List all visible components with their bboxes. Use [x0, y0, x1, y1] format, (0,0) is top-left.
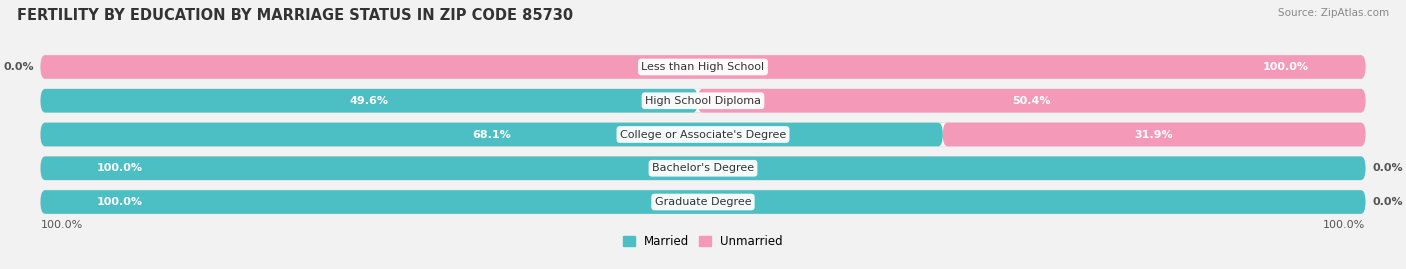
FancyBboxPatch shape: [41, 89, 1365, 112]
FancyBboxPatch shape: [41, 123, 1365, 146]
FancyBboxPatch shape: [697, 89, 1365, 112]
Text: Graduate Degree: Graduate Degree: [655, 197, 751, 207]
Text: College or Associate's Degree: College or Associate's Degree: [620, 129, 786, 140]
FancyBboxPatch shape: [41, 190, 1365, 214]
Text: 100.0%: 100.0%: [1323, 220, 1365, 229]
FancyBboxPatch shape: [41, 123, 943, 146]
Text: 100.0%: 100.0%: [97, 197, 143, 207]
FancyBboxPatch shape: [41, 157, 1365, 180]
FancyBboxPatch shape: [41, 190, 1365, 214]
Text: 0.0%: 0.0%: [1372, 197, 1403, 207]
Text: 100.0%: 100.0%: [97, 163, 143, 173]
FancyBboxPatch shape: [41, 157, 1365, 180]
Text: 100.0%: 100.0%: [1263, 62, 1309, 72]
Text: 49.6%: 49.6%: [350, 96, 388, 106]
Text: 0.0%: 0.0%: [1372, 163, 1403, 173]
Text: 50.4%: 50.4%: [1012, 96, 1050, 106]
FancyBboxPatch shape: [41, 55, 1365, 79]
Legend: Married, Unmarried: Married, Unmarried: [619, 230, 787, 253]
Text: Less than High School: Less than High School: [641, 62, 765, 72]
Text: Bachelor's Degree: Bachelor's Degree: [652, 163, 754, 173]
Text: FERTILITY BY EDUCATION BY MARRIAGE STATUS IN ZIP CODE 85730: FERTILITY BY EDUCATION BY MARRIAGE STATU…: [17, 8, 574, 23]
FancyBboxPatch shape: [41, 55, 1365, 79]
Text: 68.1%: 68.1%: [472, 129, 510, 140]
FancyBboxPatch shape: [41, 89, 697, 112]
Text: High School Diploma: High School Diploma: [645, 96, 761, 106]
FancyBboxPatch shape: [943, 123, 1365, 146]
Text: 0.0%: 0.0%: [3, 62, 34, 72]
Text: 31.9%: 31.9%: [1135, 129, 1174, 140]
Text: Source: ZipAtlas.com: Source: ZipAtlas.com: [1278, 8, 1389, 18]
Text: 100.0%: 100.0%: [41, 220, 83, 229]
